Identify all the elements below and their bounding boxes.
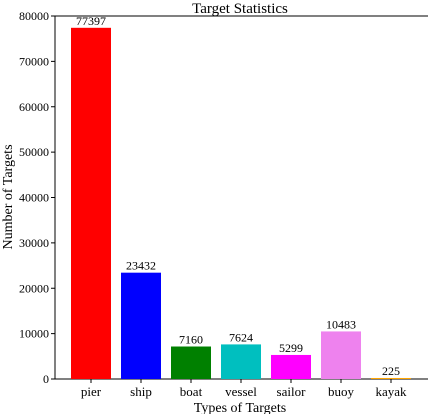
chart-title: Target Statistics [192, 1, 288, 17]
data-label-buoy: 10483 [326, 317, 356, 331]
data-label-pier: 77397 [76, 14, 106, 28]
y-ticks: 0 10000 20000 30000 40000 50000 60000 70000 8000… [19, 9, 55, 386]
data-label-vessel: 7624 [229, 330, 253, 344]
y-tick-label: 10000 [19, 327, 49, 341]
y-tick-label: 60000 [19, 100, 49, 114]
x-axis-title: Types of Targets [194, 401, 286, 414]
x-tick-label-sailor: sailor [277, 384, 307, 399]
x-tick-label-ship: ship [130, 384, 152, 399]
y-tick-label: 70000 [19, 54, 49, 68]
y-tick-label: 50000 [19, 145, 49, 159]
y-tick-label: 30000 [19, 236, 49, 250]
bar-vessel [221, 344, 261, 379]
bar-sailor [271, 354, 311, 379]
y-tick-label: 80000 [19, 9, 49, 23]
bar-ship [121, 272, 161, 379]
y-tick-label: 40000 [19, 191, 49, 205]
bars: 77397 23432 7160 7624 5299 10483 225 [71, 14, 411, 380]
y-tick-label: 20000 [19, 281, 49, 295]
x-tick-label-buoy: buoy [328, 384, 355, 399]
bar-buoy [321, 331, 361, 379]
y-axis-title: Number of Targets [1, 144, 16, 249]
data-label-ship: 23432 [126, 259, 156, 273]
x-ticks: pier ship boat vessel sailor buoy kayak [81, 379, 407, 399]
y-tick-label: 0 [43, 372, 49, 386]
data-label-boat: 7160 [179, 333, 203, 347]
x-tick-label-kayak: kayak [375, 384, 407, 399]
x-tick-label-boat: boat [180, 384, 203, 399]
x-tick-label-pier: pier [81, 384, 102, 399]
bar-boat [171, 346, 211, 379]
bar-pier [71, 27, 111, 380]
data-label-kayak: 225 [382, 364, 400, 378]
x-tick-label-vessel: vessel [225, 384, 257, 399]
bar-kayak [371, 377, 411, 379]
data-label-sailor: 5299 [279, 341, 303, 355]
